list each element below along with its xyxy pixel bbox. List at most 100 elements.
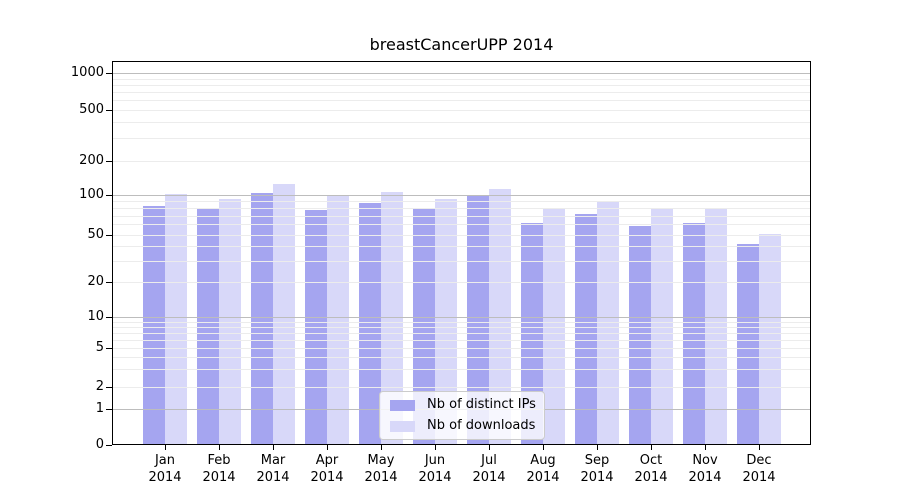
bar-mar-downloads <box>273 184 295 445</box>
y-tick-label-1000: 1000 <box>70 65 104 80</box>
y-tick-label-1: 1 <box>95 401 104 416</box>
y-tick-label-20: 20 <box>87 274 104 289</box>
x-tick-label-apr: Apr 2014 <box>295 452 359 486</box>
x-tick-mark-mar <box>273 445 274 450</box>
gridline-minor-700 <box>113 92 810 93</box>
month-label: Aug <box>530 453 556 468</box>
year-label: 2014 <box>472 470 506 485</box>
x-tick-label-feb: Feb 2014 <box>187 452 251 486</box>
y-tick-mark-2 <box>106 387 112 388</box>
gridline-minor-50 <box>113 235 810 236</box>
x-tick-mark-jul <box>489 445 490 450</box>
y-tick-mark-20 <box>106 282 112 283</box>
gridline-minor-40 <box>113 246 810 247</box>
y-tick-mark-100 <box>106 195 112 196</box>
y-tick-label-5: 5 <box>95 340 104 355</box>
gridline-minor-200 <box>113 161 810 162</box>
bar-may-downloads <box>381 192 403 445</box>
month-label: Jul <box>481 453 497 468</box>
x-tick-label-oct: Oct 2014 <box>619 452 683 486</box>
x-tick-mark-dec <box>759 445 760 450</box>
gridline-minor-8 <box>113 327 810 328</box>
gridline-major-100 <box>113 195 810 196</box>
gridline-minor-4 <box>113 357 810 358</box>
gridline-minor-300 <box>113 138 810 139</box>
legend-swatch-downloads <box>390 420 415 432</box>
x-tick-mark-jun <box>435 445 436 450</box>
year-label: 2014 <box>526 470 560 485</box>
gridline-minor-30 <box>113 261 810 262</box>
y-tick-mark-1000 <box>106 73 112 74</box>
gridline-minor-900 <box>113 79 810 80</box>
plot-area <box>112 61 811 445</box>
month-label: Feb <box>207 453 231 468</box>
legend-swatch-distinct-ips <box>390 399 415 411</box>
x-tick-mark-apr <box>327 445 328 450</box>
year-label: 2014 <box>418 470 452 485</box>
x-tick-mark-jan <box>165 445 166 450</box>
bar-nov-downloads <box>705 207 727 445</box>
x-tick-mark-nov <box>705 445 706 450</box>
year-label: 2014 <box>688 470 722 485</box>
gridline-minor-2 <box>113 387 810 388</box>
legend-label: Nb of downloads <box>427 418 536 433</box>
x-tick-label-nov: Nov 2014 <box>673 452 737 486</box>
x-tick-label-aug: Aug 2014 <box>511 452 575 486</box>
bar-apr-downloads <box>327 194 349 445</box>
month-label: Jan <box>154 453 176 468</box>
month-label: Mar <box>260 453 286 468</box>
gridline-minor-7 <box>113 333 810 334</box>
x-tick-label-jul: Jul 2014 <box>457 452 521 486</box>
y-tick-mark-200 <box>106 161 112 162</box>
bar-may-distinct-ips <box>359 203 381 445</box>
legend: Nb of distinct IPs Nb of downloads <box>379 391 545 440</box>
gridline-minor-60 <box>113 224 810 225</box>
gridline-minor-800 <box>113 85 810 86</box>
y-tick-mark-10 <box>106 317 112 318</box>
x-tick-label-jan: Jan 2014 <box>133 452 197 486</box>
month-label: Jun <box>424 453 446 468</box>
bar-dec-downloads <box>759 233 781 445</box>
bar-mar-distinct-ips <box>251 193 273 445</box>
month-label: Apr <box>315 453 339 468</box>
month-label: Sep <box>584 453 610 468</box>
gridline-minor-500 <box>113 110 810 111</box>
x-tick-label-sep: Sep 2014 <box>565 452 629 486</box>
year-label: 2014 <box>310 470 344 485</box>
legend-label: Nb of distinct IPs <box>427 397 536 412</box>
legend-row-downloads: Nb of downloads <box>390 418 536 434</box>
gridline-minor-90 <box>113 201 810 202</box>
bar-dec-distinct-ips <box>737 243 759 445</box>
y-tick-label-100: 100 <box>79 187 104 202</box>
month-label: Dec <box>746 453 772 468</box>
month-label: Oct <box>639 453 663 468</box>
year-label: 2014 <box>742 470 776 485</box>
bar-jan-distinct-ips <box>143 206 165 445</box>
y-tick-label-200: 200 <box>79 153 104 168</box>
y-tick-mark-500 <box>106 110 112 111</box>
year-label: 2014 <box>256 470 290 485</box>
gridline-minor-9 <box>113 322 810 323</box>
x-tick-label-jun: Jun 2014 <box>403 452 467 486</box>
y-tick-label-0: 0 <box>95 437 104 452</box>
y-tick-mark-0 <box>106 445 112 446</box>
bar-sep-downloads <box>597 201 619 445</box>
y-tick-label-500: 500 <box>79 102 104 117</box>
year-label: 2014 <box>148 470 182 485</box>
bar-feb-distinct-ips <box>197 208 219 445</box>
year-label: 2014 <box>364 470 398 485</box>
year-label: 2014 <box>202 470 236 485</box>
gridline-minor-400 <box>113 122 810 123</box>
y-tick-mark-1 <box>106 409 112 410</box>
x-tick-mark-may <box>381 445 382 450</box>
bar-aug-downloads <box>543 208 565 445</box>
gridline-minor-6 <box>113 340 810 341</box>
y-tick-label-10: 10 <box>87 309 104 324</box>
x-tick-mark-oct <box>651 445 652 450</box>
bar-jun-downloads <box>435 198 457 445</box>
gridline-minor-5 <box>113 348 810 349</box>
gridline-minor-20 <box>113 282 810 283</box>
